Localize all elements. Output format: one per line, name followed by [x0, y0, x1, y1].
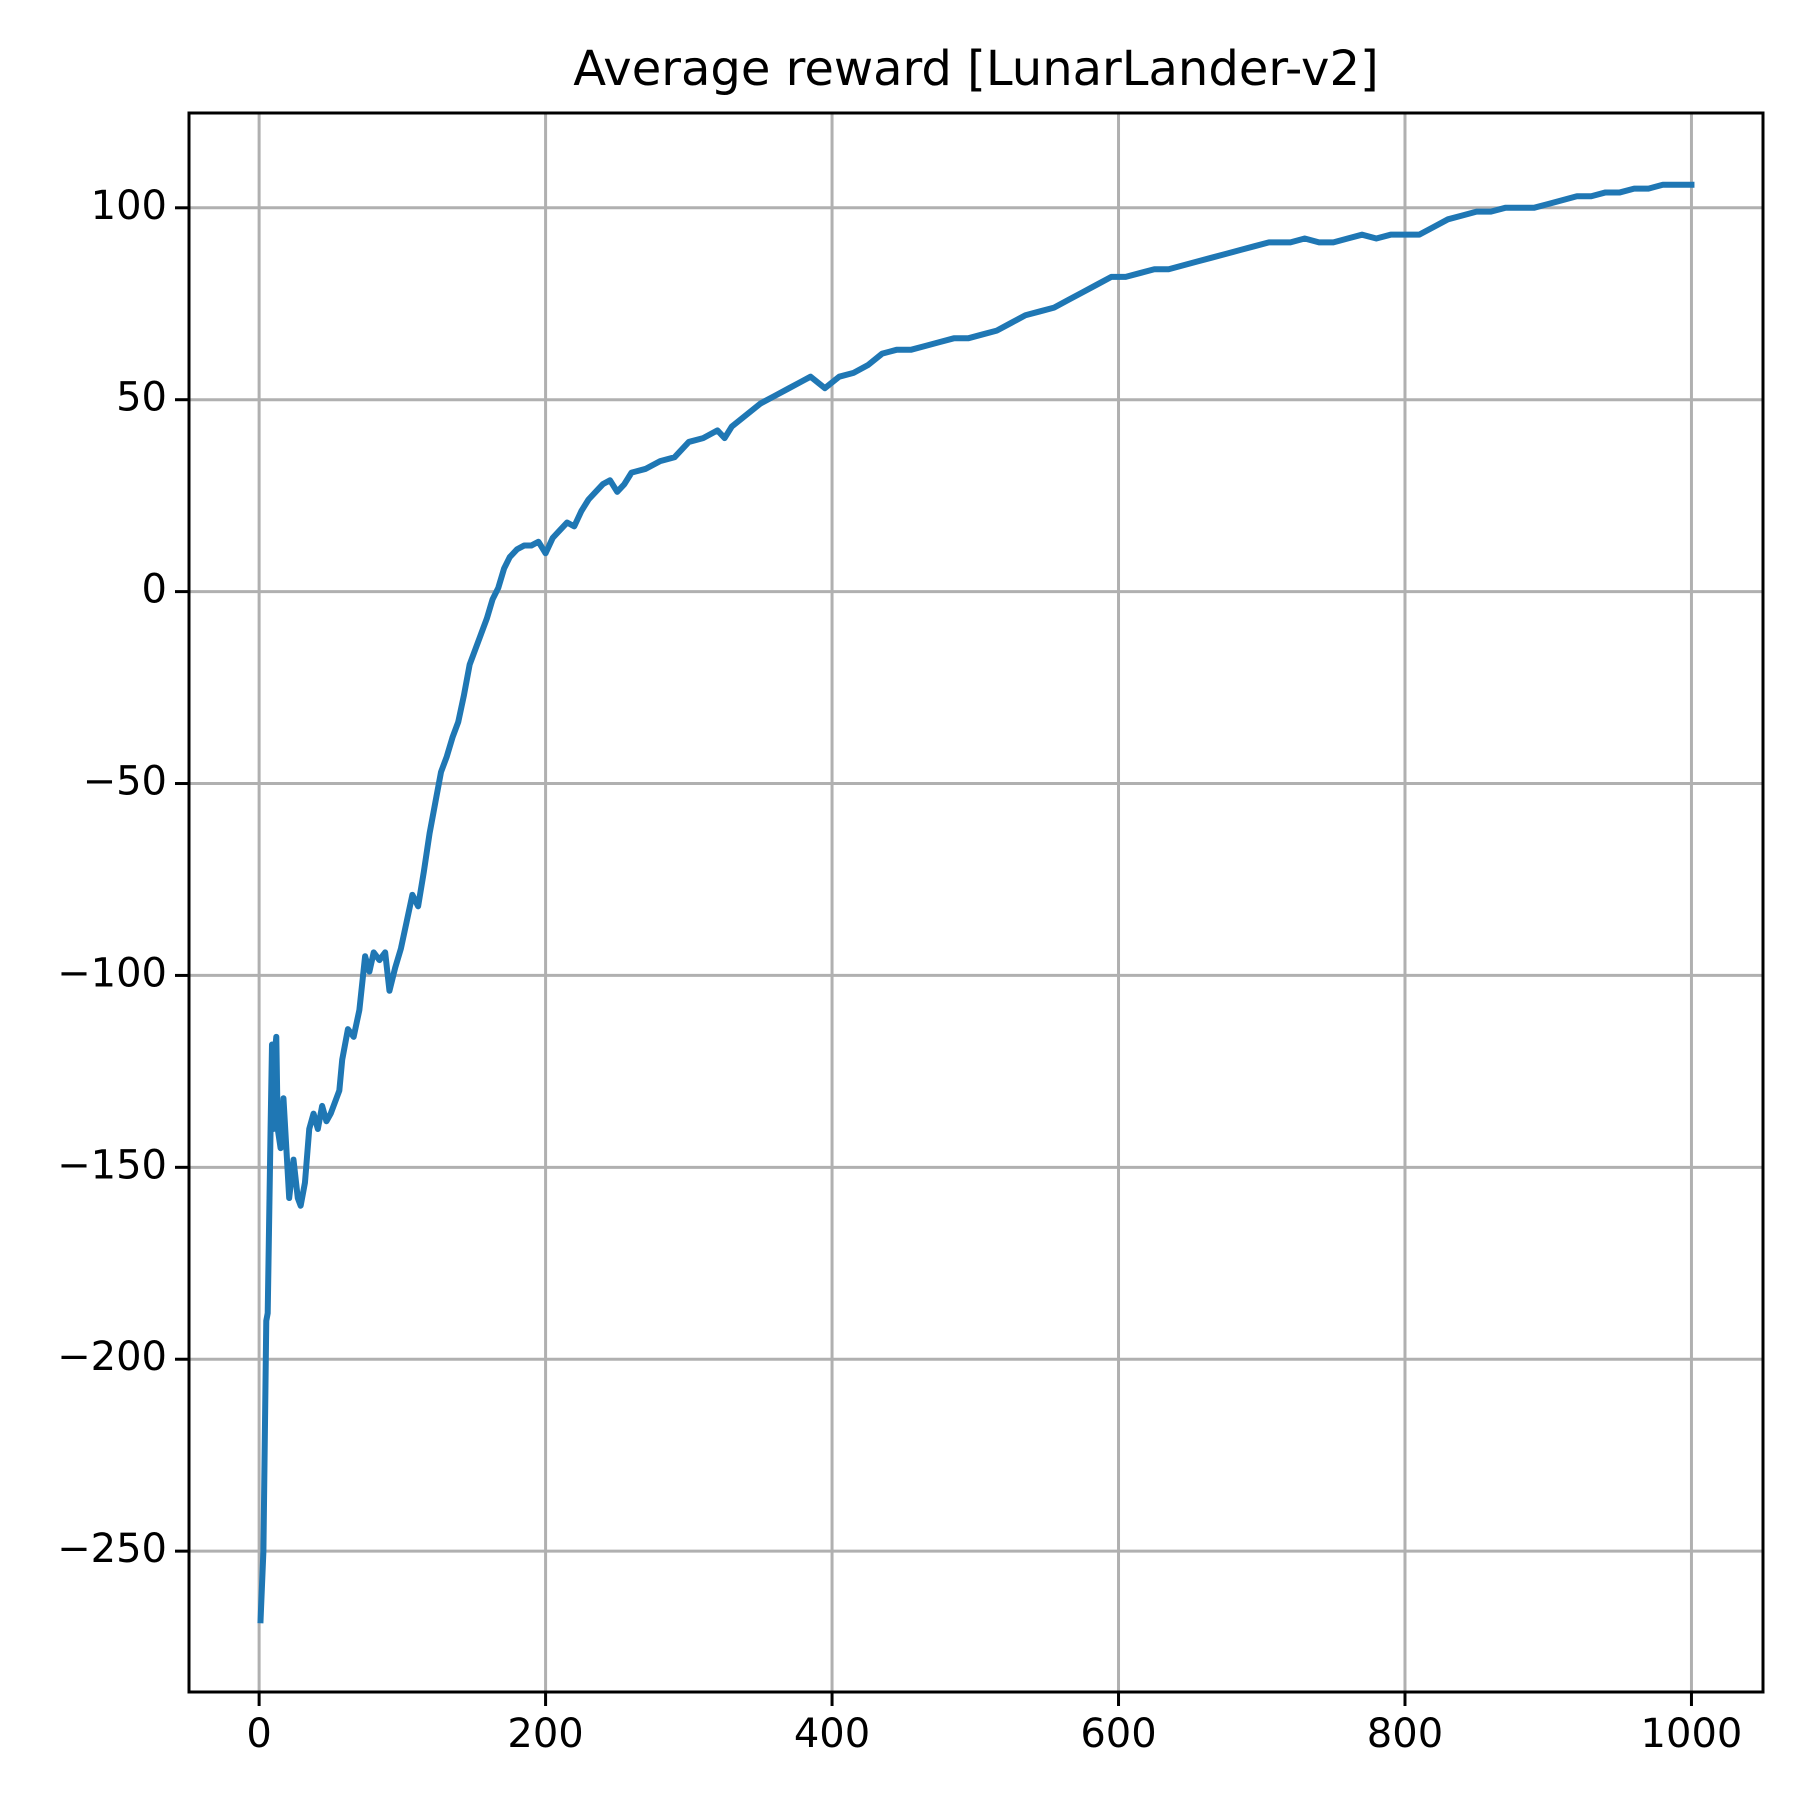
y-tick-label: 50 [116, 375, 167, 421]
y-tick-label: −100 [57, 950, 167, 996]
y-tick-label: 0 [142, 567, 167, 613]
y-tick-label: −250 [57, 1526, 167, 1572]
y-tick-label: −50 [83, 759, 167, 805]
x-tick-label: 600 [1080, 1711, 1156, 1757]
line [257, 181, 1695, 1624]
x-tick-label: 400 [794, 1711, 870, 1757]
x-tick-label: 1000 [1641, 1711, 1743, 1757]
y-tick-label: −150 [57, 1142, 167, 1188]
y-tick-label: 100 [91, 183, 167, 229]
plot-frame [187, 111, 1765, 1694]
chart-title: Average reward [LunarLander-v2] [573, 41, 1378, 97]
x-tick-label: 0 [246, 1711, 271, 1757]
y-tick-label: −200 [57, 1334, 167, 1380]
x-tick-label: 800 [1367, 1711, 1443, 1757]
x-tick-label: 200 [507, 1711, 583, 1757]
